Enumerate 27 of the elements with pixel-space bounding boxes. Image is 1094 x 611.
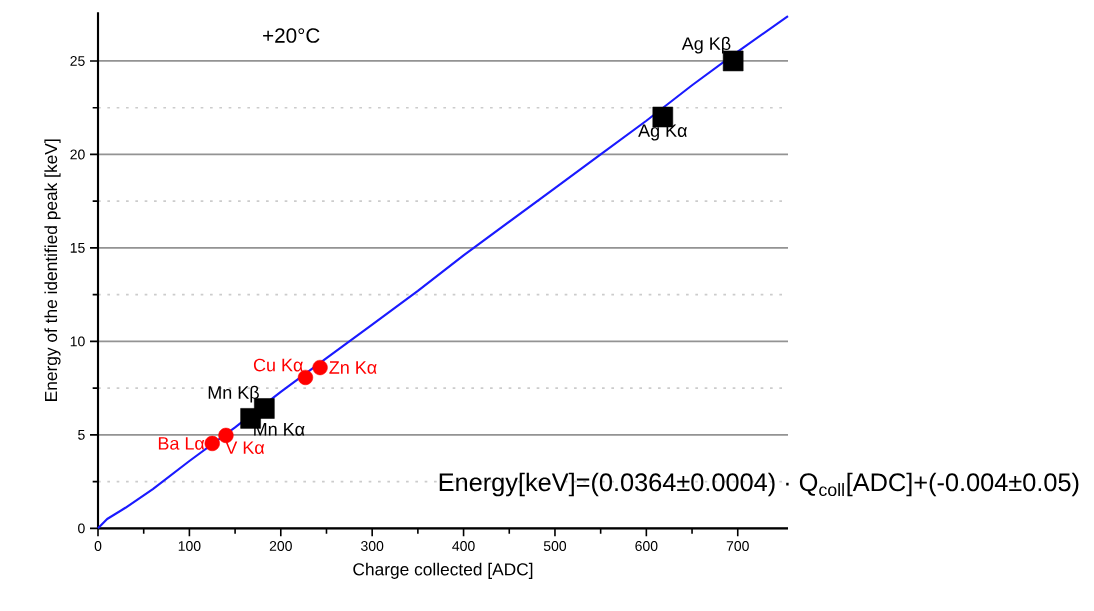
- y-tick-label: 25: [70, 55, 85, 66]
- y-tick-label: 15: [70, 243, 85, 253]
- series-label: Ag Kβ: [681, 36, 731, 54]
- series-label: Ba Lα: [158, 437, 205, 450]
- y-tick-label: 5: [78, 429, 85, 440]
- series-label: V Kα: [225, 441, 265, 455]
- y-axis-title: Energy of the identified peak [keV]: [44, 139, 61, 401]
- annotation: +20°C: [263, 28, 320, 43]
- y-tick-label: 10: [70, 336, 85, 347]
- series-label: Cu Kα: [253, 358, 303, 372]
- x-tick-label: 600: [635, 541, 658, 551]
- x-tick-label: 400: [452, 541, 475, 551]
- x-tick-label: 700: [726, 541, 749, 551]
- series-label: Ag Kα: [638, 124, 687, 141]
- point: [204, 435, 220, 452]
- point: [312, 359, 328, 376]
- x-tick-label: 200: [269, 541, 292, 551]
- series-label: Zn Kα: [329, 361, 377, 374]
- y-tick-label: 0: [78, 523, 85, 534]
- x-tick-label: 300: [361, 541, 384, 551]
- series-label: Mn Kβ: [208, 385, 259, 403]
- y-tick-label: 20: [70, 149, 85, 160]
- x-tick-label: 0: [94, 541, 102, 551]
- x-tick-label: 100: [178, 541, 201, 551]
- x-axis-title: Charge collected [ADC]: [353, 562, 533, 579]
- x-tick-label: 500: [543, 541, 567, 551]
- annotation: Energy[keV]=(0.0364±0.0004) · Q$_{coll}$[ADC]+(-0.004±0.05): [439, 472, 1079, 497]
